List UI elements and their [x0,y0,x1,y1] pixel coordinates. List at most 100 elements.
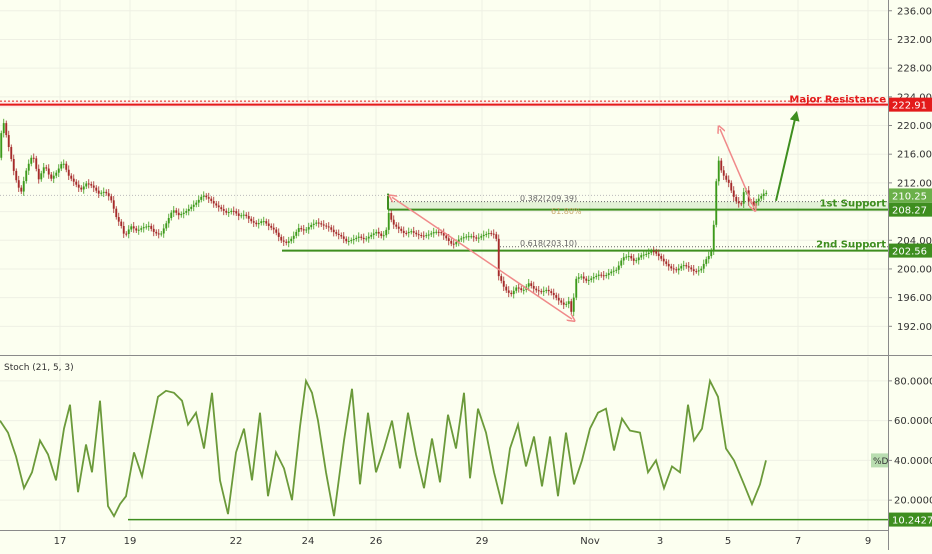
candle-body [17,180,20,188]
candle-body [290,238,293,242]
stoch-indicator-title[interactable]: Stoch (21, 5, 3) [4,363,74,373]
candle-body [32,157,35,159]
bullish-target-arrow [775,110,800,202]
time-tick-label: 17 [54,536,67,547]
candle-body [380,233,383,236]
candle-body [717,160,720,182]
candle-body [545,289,548,291]
candle-body [492,233,495,235]
candle-body [375,231,378,234]
second-support-price-tag: 202.56 [892,247,927,258]
candle-body [362,237,365,240]
candle-body [237,213,240,216]
candle-body [547,289,550,292]
candle-body [765,192,768,194]
candle-body [417,234,420,236]
candle-body [637,257,640,261]
candle-body [115,208,118,218]
candle-body [95,187,98,191]
candle-body [42,167,45,174]
candle-body [430,233,433,235]
candle-body [660,256,663,259]
decline-projection-arrow [392,197,572,319]
candle-body [185,211,188,213]
price-tick-label: 236.00 [897,6,932,17]
candle-body [287,241,290,243]
candle-body [702,263,705,269]
candle-body [517,287,520,289]
candle-body [480,236,483,238]
candle-body [665,261,668,264]
candle-body [682,265,685,267]
candle-body [125,233,128,235]
candle-body [210,198,213,202]
candle-body [415,232,418,235]
time-axis[interactable]: 17 19 22 24 26 29 Nov 3 5 7 9 [54,536,872,547]
candle-body [347,240,350,242]
candle-body [502,280,505,287]
candle-body [215,203,218,206]
candle-body [677,268,680,271]
candle-body [402,230,405,233]
candle-body [227,212,230,214]
candle-body [377,231,380,234]
candle-body [250,218,253,222]
last-price-tag-bg [889,188,932,203]
candle-body [92,185,95,188]
candle-body [97,190,100,194]
stoch-axis[interactable]: 80.0000 60.0000 40.0000 20.0000 [888,376,932,507]
candle-body [490,233,493,235]
candle-body [555,295,558,298]
candle-body [225,210,228,213]
candle-body [700,268,703,271]
candle-body [527,283,530,287]
candle-body [87,183,90,185]
first-support-price-tag-bg [889,202,932,217]
candle-body [195,202,198,205]
candle-body [342,236,345,239]
candle-body [245,214,248,217]
candle-body [330,227,333,230]
candle-body [500,276,503,281]
time-tick-label: 22 [230,536,243,547]
candle-body [140,228,143,230]
candle-body [0,133,3,158]
candle-body [742,192,745,204]
candle-body [755,201,758,206]
stoch-series-badge-bg [871,453,888,468]
candle-body [740,203,743,205]
candle-body [265,221,268,224]
candle-body [67,169,70,176]
candle-body [400,228,403,231]
stoch-tick-label: 20.0000 [894,496,932,507]
candle-body [515,287,518,291]
candle-body [522,289,525,291]
candle-body [715,181,718,225]
candle-body [217,205,220,208]
candle-body [650,251,653,253]
candle-body [575,278,578,298]
candle-body [2,123,5,134]
candle-body [602,275,605,277]
candle-body [477,237,480,239]
candle-body [722,170,725,176]
candle-body [412,231,415,233]
candle-body [580,276,583,278]
candle-body [615,269,618,271]
candle-body [475,237,478,239]
candle-body [280,236,283,241]
candle-body [142,227,145,229]
pullback-projection-arrow [720,129,754,208]
candle-body [612,270,615,272]
candle-body [552,292,555,296]
candle-body [277,232,280,237]
candle-body [672,268,675,270]
candle-body [192,204,195,207]
candle-body [460,238,463,240]
candle-body [47,168,50,175]
candle-body [645,253,648,255]
candle-body [100,192,103,194]
candle-body [540,291,543,293]
candle-body [52,175,55,179]
stoch-series-badge: %D [873,457,889,467]
